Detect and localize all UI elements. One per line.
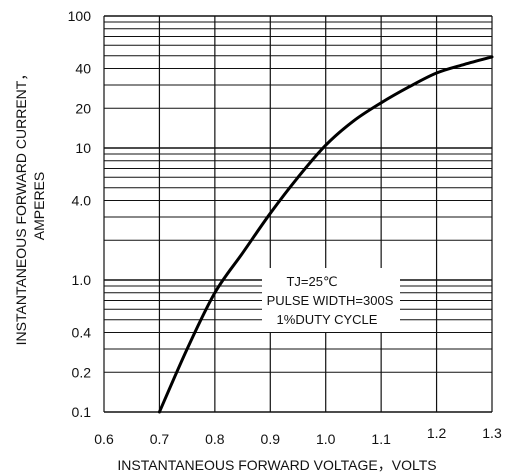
x-tick-label: 0.9 [261, 431, 281, 447]
x-tick-label: 1.1 [371, 431, 391, 447]
x-tick-label: 0.8 [205, 431, 225, 447]
x-tick-label: 1.3 [482, 425, 502, 441]
annotation-box: TJ=25℃ PULSE WIDTH=300S 1%DUTY CYCLE [262, 268, 400, 332]
x-tick-label: 0.7 [150, 431, 170, 447]
y-tick-label: 40 [75, 61, 91, 77]
y-tick-label: 4.0 [72, 193, 92, 209]
y-axis-unit: AMPERES [31, 172, 47, 240]
forward-current-curve [157, 55, 494, 414]
x-axis-title: INSTANTANEOUS FORWARD VOLTAGE，VOLTS [117, 457, 436, 473]
x-tick-label: 0.6 [94, 431, 114, 447]
y-tick-label: 0.2 [72, 364, 92, 380]
annotation-line: PULSE WIDTH=300S [267, 293, 394, 308]
tick-labels: 0.6 0.7 0.8 0.9 1.0 1.1 1.2 1.3 0.1 0.2 0.4 1.0 4.0 1… [68, 8, 502, 447]
y-tick-label: 1.0 [72, 272, 92, 288]
annotation-line: TJ=25℃ [286, 274, 337, 289]
x-tick-label: 1.0 [316, 431, 336, 447]
y-tick-label: 0.4 [72, 325, 92, 341]
grid-lines [103, 15, 493, 413]
x-tick-label: 1.2 [427, 425, 447, 441]
y-tick-label: 100 [68, 8, 92, 24]
y-tick-label: 10 [75, 140, 91, 156]
annotation-line: 1%DUTY CYCLE [277, 312, 378, 327]
y-tick-label: 0.1 [72, 404, 92, 420]
y-tick-label: 20 [75, 100, 91, 116]
series-layer [157, 55, 494, 414]
annotation-background [262, 268, 400, 332]
y-axis-title: INSTANTANEOUS FORWARD CURRENT， [13, 67, 29, 346]
